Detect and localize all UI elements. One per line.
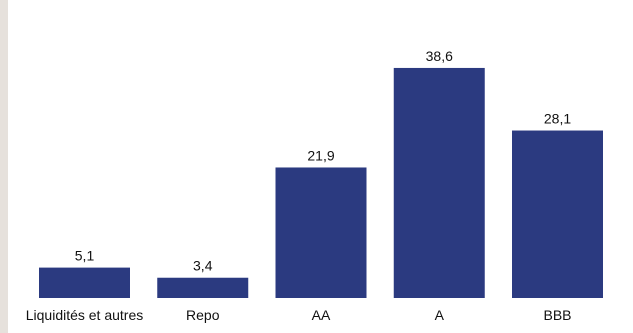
bar-liquidit-s-et-autres — [39, 267, 130, 298]
bar-aa — [275, 167, 367, 298]
value-label-liquidit-s-et-autres: 5,1 — [75, 248, 95, 264]
value-label-a: 38,6 — [426, 48, 453, 64]
chart-frame: 5,1 3,4 21,9 38,6 28,1 Liquidités et autres R… — [8, 0, 633, 333]
bar-a — [393, 67, 485, 298]
value-label-bbb: 28,1 — [544, 111, 571, 127]
bar-chart: 5,1 3,4 21,9 38,6 28,1 Liquidités et autres R… — [26, 48, 603, 323]
category-label-liquidit-s-et-autres: Liquidités et autres — [26, 307, 144, 323]
category-label-bbb: BBB — [543, 307, 571, 323]
category-labels-group: Liquidités et autres Repo AA A BBB — [26, 307, 572, 323]
bar-repo — [157, 277, 249, 298]
value-labels-group: 5,1 3,4 21,9 38,6 28,1 — [75, 48, 572, 274]
category-label-a: A — [435, 307, 445, 323]
category-label-aa: AA — [312, 307, 331, 323]
category-label-repo: Repo — [186, 307, 220, 323]
bar-bbb — [512, 130, 603, 298]
value-label-aa: 21,9 — [307, 147, 334, 163]
value-label-repo: 3,4 — [193, 258, 213, 274]
bars-group — [39, 67, 603, 298]
